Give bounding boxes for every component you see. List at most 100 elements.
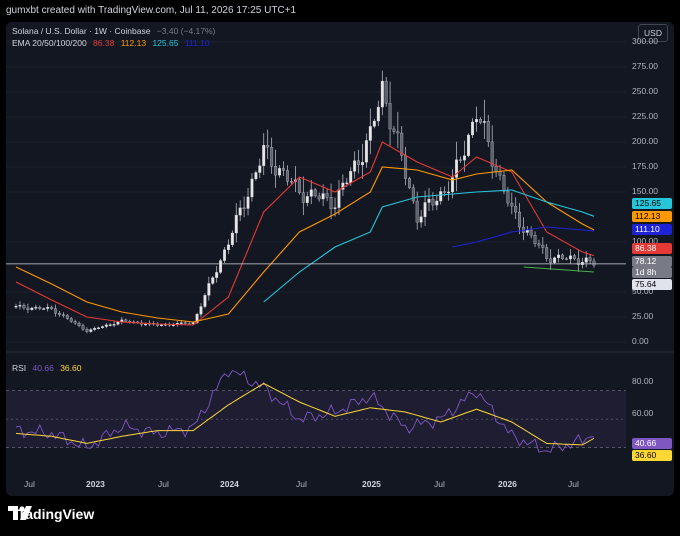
candle-body	[380, 80, 384, 108]
ema50-badge: 112.13	[632, 211, 672, 222]
candle-body	[364, 140, 368, 163]
support-trendline	[523, 266, 595, 273]
candle-body	[372, 120, 376, 127]
candle-body	[478, 119, 482, 123]
candle-body	[100, 326, 104, 328]
candle-body	[494, 165, 498, 172]
candle-body	[14, 305, 18, 308]
candle-body	[396, 131, 400, 134]
candle-body	[85, 329, 89, 332]
candle-body	[179, 322, 183, 324]
candle-body	[411, 187, 415, 202]
candle-body	[226, 244, 230, 250]
candle-body	[219, 260, 223, 273]
candle-body	[529, 229, 533, 236]
candle-body	[313, 189, 317, 197]
candle-body	[270, 147, 274, 167]
candle-body	[69, 318, 73, 322]
candle-body	[30, 307, 34, 310]
candle-body	[584, 257, 588, 263]
candle-body	[569, 255, 572, 260]
crosshair-price-label: 75.64	[632, 279, 672, 290]
candle-body	[223, 249, 226, 261]
price-change: −3.40 (−4.17%)	[156, 26, 216, 36]
price-axis-label: 200.00	[632, 136, 658, 146]
candle-body	[104, 324, 108, 327]
candle-body	[345, 182, 349, 184]
candle-body	[203, 295, 207, 307]
tradingview-logo-icon	[8, 506, 32, 520]
candle-body	[97, 327, 101, 329]
candle-body	[392, 128, 396, 132]
candle-body	[274, 166, 278, 176]
candle-body	[289, 181, 293, 183]
tradingview-wordmark: TradingView	[12, 506, 95, 522]
candle-body	[510, 202, 514, 207]
candle-body	[211, 277, 215, 284]
candle-body	[439, 191, 443, 202]
ema-legend[interactable]: EMA 20/50/100/200 86.38 112.13 125.65 11…	[12, 38, 214, 48]
candle-body	[286, 170, 289, 182]
price-axis-label: 175.00	[632, 161, 658, 171]
attribution-text: gumxbt created with TradingView.com, Jul…	[6, 5, 297, 16]
candle-body	[368, 126, 372, 141]
candle-body	[549, 258, 553, 263]
candle-body	[514, 205, 518, 213]
candle-body	[230, 232, 234, 245]
rsi-axis-80: 80.00	[632, 376, 654, 386]
currency-button[interactable]: USD	[638, 24, 668, 42]
rsi-value-badge: 40.66	[632, 438, 672, 449]
candle-body	[258, 165, 262, 173]
price-axis-label: 0.00	[632, 336, 649, 346]
candle-body	[545, 247, 549, 259]
time-axis-label: 2023	[86, 479, 105, 489]
candle-body	[486, 121, 490, 143]
candle-body	[262, 145, 266, 166]
ema100-badge: 125.65	[632, 198, 672, 209]
ema20-value: 86.38	[93, 38, 115, 48]
price-chart-canvas[interactable]	[6, 22, 674, 496]
candle-body	[388, 103, 392, 130]
candle-body	[58, 313, 61, 315]
candle-body	[459, 159, 462, 161]
ema-line-ema20	[15, 141, 595, 326]
chart-panel[interactable]: Solana / U.S. Dollar · 1W · Coinbase −3.…	[6, 22, 674, 496]
candle-body	[498, 171, 502, 176]
candle-body	[278, 168, 282, 176]
candle-body	[576, 258, 580, 265]
candle-body	[112, 324, 116, 326]
ema-label: EMA 20/50/100/200	[12, 38, 87, 48]
candle-body	[471, 121, 474, 136]
candle-body	[565, 258, 568, 260]
candle-body	[317, 195, 321, 200]
price-axis-label: 150.00	[632, 186, 658, 196]
candle-body	[266, 145, 270, 148]
rsi-legend[interactable]: RSI 40.66 36.60	[12, 363, 85, 373]
candle-body	[65, 315, 69, 319]
ema200-badge: 111.10	[632, 224, 672, 235]
candle-body	[81, 325, 85, 330]
candle-body	[46, 306, 50, 309]
candle-body	[533, 235, 537, 244]
candle-body	[557, 254, 561, 258]
candle-body	[144, 323, 148, 326]
tradingview-logo[interactable]: TradingView	[8, 506, 94, 522]
footer: TradingView	[0, 496, 680, 536]
candle-body	[215, 272, 219, 278]
candle-body	[415, 200, 419, 223]
candle-body	[199, 306, 203, 315]
candle-body	[427, 198, 431, 203]
ema-line-ema50	[15, 166, 595, 323]
candle-body	[537, 243, 541, 246]
candle-body	[116, 321, 120, 325]
candle-body	[254, 172, 258, 180]
rsi-ma-badge: 36.60	[632, 450, 672, 461]
candle-body	[431, 198, 435, 206]
candle-body	[541, 244, 545, 248]
candle-body	[321, 193, 325, 200]
candle-body	[400, 132, 404, 156]
candle-body	[26, 307, 30, 310]
price-axis-label: 50.00	[632, 286, 654, 296]
symbol-legend: Solana / U.S. Dollar · 1W · Coinbase −3.…	[12, 26, 219, 36]
candle-body	[234, 214, 238, 234]
